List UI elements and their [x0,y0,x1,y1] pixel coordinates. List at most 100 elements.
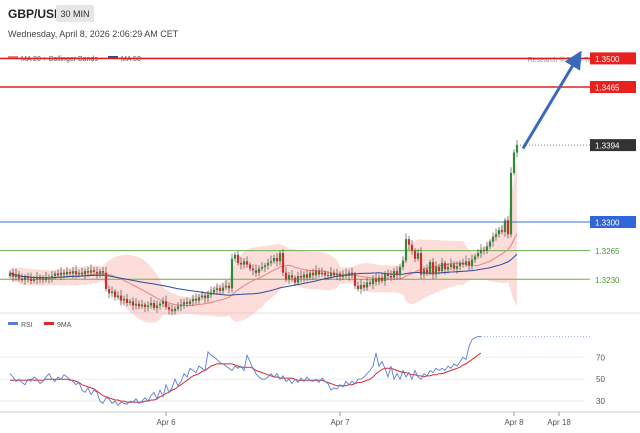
candle [206,290,210,303]
legend-ma50-label: MA 50 [121,56,141,63]
candle [428,259,432,276]
candle [122,295,126,305]
candle [248,262,252,272]
forecast-arrow [521,50,582,150]
candle [125,294,129,307]
candle [41,275,45,284]
candle [242,258,246,269]
level-label-3: 1.3300 [595,219,620,228]
candle [137,300,141,310]
candle [437,263,441,275]
candle [314,265,318,280]
candle [338,271,342,281]
candle [68,269,72,276]
candle [431,258,435,280]
candle [200,290,204,300]
candle [419,247,423,280]
candle [107,285,111,299]
price-labels: 1.3500 1.3465 1.3394 1.3300 1.3265 1.3230 [590,52,636,285]
candle [296,271,300,285]
candle [353,271,357,290]
candle [56,269,60,278]
candle [89,264,93,276]
candle [239,257,243,270]
level-label-box-1 [590,81,636,93]
candle [464,255,468,267]
candle [416,249,420,262]
candle [17,271,21,282]
x-tick-label: Apr 7 [330,418,350,427]
level-label-5: 1.3230 [595,276,620,285]
candle [317,267,321,278]
candle [62,269,66,279]
candle [149,297,153,309]
candle [368,280,372,287]
candle [14,268,18,281]
level-label-box-0 [590,52,636,65]
candle [236,250,240,266]
x-axis: Apr 6 Apr 7 Apr 8 Apr 18 [156,412,571,427]
candle [329,267,333,280]
candle [470,254,474,270]
candle [101,267,105,276]
candle [452,261,456,272]
level-label-0: 1.3500 [595,55,620,64]
candle [473,253,477,263]
candle [182,298,186,309]
candle [23,274,27,285]
legend-rsi-label: RSI [21,322,33,329]
candle [422,266,426,279]
candle [509,167,513,238]
candle [173,306,177,315]
candle [356,281,360,292]
candle [272,254,276,264]
candle [374,273,378,286]
candle [170,304,174,316]
candle [65,267,69,278]
bollinger-bands [10,160,517,323]
candle [311,268,315,281]
candle [80,267,84,277]
candle [383,271,387,286]
x-tick-label: Apr 6 [156,418,176,427]
candle [38,274,42,284]
candle [410,240,414,255]
candle [176,302,180,312]
candle [479,244,483,258]
candle [497,226,501,238]
candle [284,267,288,282]
candle [116,291,120,300]
candle [293,275,297,286]
candle [197,294,201,304]
candle [371,275,375,290]
candle [47,274,51,284]
timeframe-label: 30 MIN [60,9,89,19]
legend-ma20-label: MA 20 + Bollinger Bands [21,56,98,63]
legend-rsi-swatch [8,322,18,325]
candle [512,149,516,176]
level-label-1: 1.3465 [595,84,620,93]
candle [344,268,348,279]
candle [266,258,270,270]
candle [389,270,393,281]
candle [425,264,429,276]
candle [476,249,480,259]
candle [26,272,30,283]
candle [275,253,279,267]
candle [362,281,366,292]
candle [158,301,162,310]
candle [347,269,351,281]
candle [8,270,12,279]
rsi-line [9,336,481,407]
candle [404,233,408,263]
candle [482,246,486,255]
candle [44,271,48,283]
candle [119,289,123,306]
candle [515,140,519,158]
rsi-tick-label: 70 [596,353,605,362]
candle [167,303,171,315]
candle [86,267,90,277]
candle [350,267,354,279]
timeframe-badge[interactable] [56,5,94,22]
